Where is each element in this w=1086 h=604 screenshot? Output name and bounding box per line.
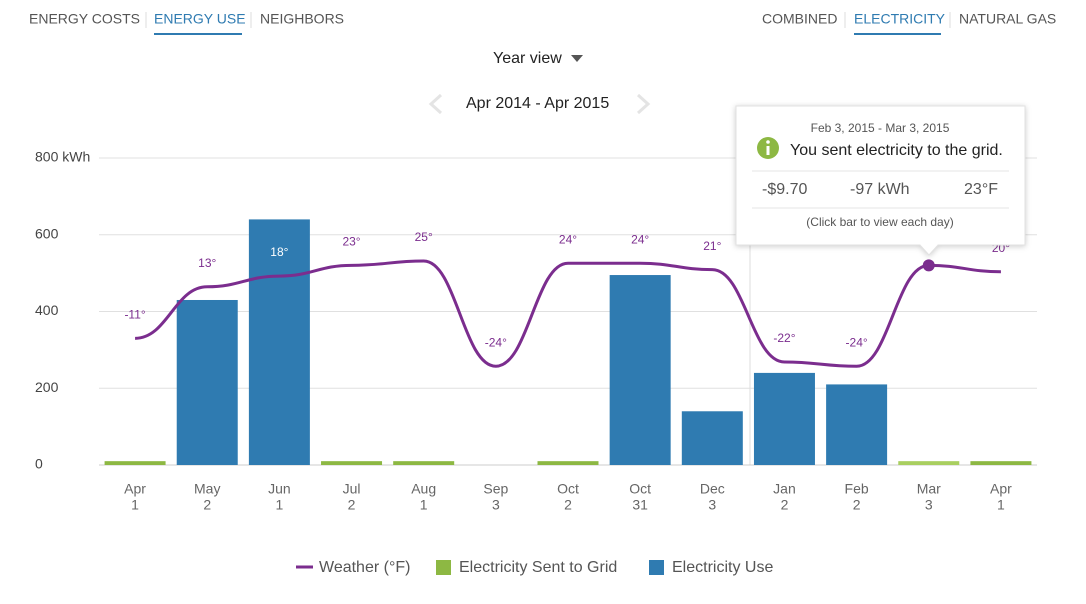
x-tick-label: Mar — [917, 481, 941, 497]
tab[interactable]: ENERGY COSTS — [29, 11, 140, 27]
weather-label: -22° — [773, 331, 795, 345]
x-tick-label: Oct — [629, 481, 651, 497]
date-range: Apr 2014 - Apr 2015 — [466, 95, 609, 112]
x-tick-label: Oct — [557, 481, 579, 497]
y-tick-label: 200 — [35, 379, 59, 395]
x-tick-label: 1 — [275, 497, 283, 513]
view-selector[interactable]: Year view — [493, 50, 562, 67]
weather-label: 21° — [703, 239, 721, 253]
weather-label: 24° — [559, 232, 577, 246]
x-tick-label: Apr — [990, 481, 1012, 497]
y-tick-label: 0 — [35, 456, 43, 472]
x-tick-label: 3 — [708, 497, 716, 513]
x-tick-label: Sep — [483, 481, 508, 497]
x-tick-label: 3 — [925, 497, 933, 513]
bar — [393, 461, 455, 465]
x-tick-label: 1 — [997, 497, 1005, 513]
x-tick-label: 2 — [203, 497, 211, 513]
x-tick-label: Feb — [845, 481, 869, 497]
weather-label: 18° — [270, 245, 288, 259]
tooltip-date: Feb 3, 2015 - Mar 3, 2015 — [811, 121, 950, 135]
bar — [609, 275, 671, 465]
legend-swatch — [436, 560, 451, 575]
bar — [321, 461, 383, 465]
tab[interactable]: COMBINED — [762, 11, 837, 27]
x-tick-label: Jan — [773, 481, 796, 497]
next-arrow[interactable] — [636, 93, 651, 115]
bar — [681, 411, 743, 465]
x-tick-label: May — [194, 481, 220, 497]
tab[interactable]: ENERGY USE — [154, 11, 246, 27]
x-tick-label: 2 — [564, 497, 572, 513]
tab[interactable]: NEIGHBORS — [260, 11, 344, 27]
weather-label: 24° — [631, 232, 649, 246]
weather-label: 13° — [198, 256, 216, 270]
x-tick-label: Dec — [700, 481, 725, 497]
legend-label: Weather (°F) — [319, 559, 410, 576]
bar — [753, 372, 815, 465]
weather-label: -24° — [485, 335, 507, 349]
tooltip-temperature: 23°F — [964, 181, 998, 198]
y-tick-label: 800 kWh — [35, 149, 90, 165]
prev-arrow[interactable] — [428, 93, 443, 115]
x-tick-label: 1 — [131, 497, 139, 513]
bar — [970, 461, 1032, 465]
bar — [176, 299, 238, 465]
bar — [898, 461, 960, 465]
x-tick-label: 31 — [632, 497, 648, 513]
bar — [104, 461, 166, 465]
tab[interactable]: NATURAL GAS — [959, 11, 1056, 27]
info-icon-glyph — [766, 140, 770, 144]
weather-line — [134, 259, 1001, 368]
weather-label: -11° — [124, 308, 145, 322]
x-tick-label: 2 — [781, 497, 789, 513]
tooltip: Feb 3, 2015 - Mar 3, 2015 You sent elect… — [735, 105, 1026, 256]
legend-swatch — [649, 560, 664, 575]
tab-underline — [854, 33, 941, 35]
weather-point — [922, 259, 935, 272]
bar — [826, 384, 888, 465]
tooltip-message: You sent electricity to the grid. — [790, 142, 1003, 159]
weather-label: 25° — [415, 230, 433, 244]
y-tick-label: 400 — [35, 302, 59, 318]
bar — [537, 461, 599, 465]
tooltip-hint: (Click bar to view each day) — [806, 215, 953, 229]
bar — [248, 219, 310, 465]
info-icon-glyph — [766, 146, 770, 155]
weather-label: -24° — [846, 335, 868, 349]
x-tick-label: Apr — [124, 481, 146, 497]
tooltip-box — [735, 105, 1026, 256]
dropdown-arrow[interactable] — [571, 55, 583, 62]
x-tick-label: Aug — [411, 481, 436, 497]
weather-label: 23° — [342, 235, 360, 249]
x-tick-label: 2 — [853, 497, 861, 513]
x-tick-label: 2 — [348, 497, 356, 513]
tooltip-cost: -$9.70 — [762, 181, 807, 198]
tab-underline — [154, 33, 242, 35]
x-tick-label: Jul — [343, 481, 361, 497]
legend-swatch — [296, 565, 313, 569]
x-tick-label: Jun — [268, 481, 291, 497]
y-tick-label: 600 — [35, 225, 59, 241]
x-tick-label: 3 — [492, 497, 500, 513]
legend-label: Electricity Use — [672, 559, 773, 576]
x-tick-label: 1 — [420, 497, 428, 513]
tab[interactable]: ELECTRICITY — [854, 11, 946, 27]
tooltip-energy: -97 kWh — [850, 181, 910, 198]
legend-label: Electricity Sent to Grid — [459, 559, 617, 576]
